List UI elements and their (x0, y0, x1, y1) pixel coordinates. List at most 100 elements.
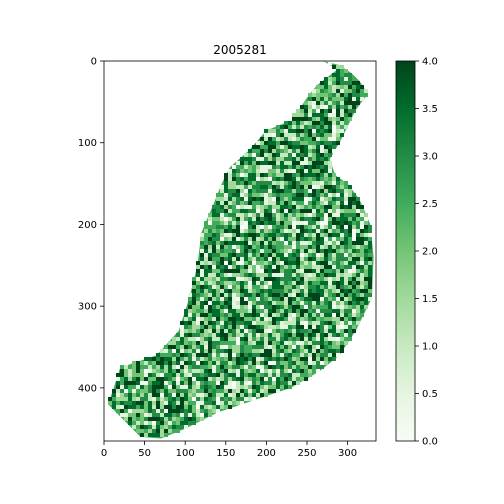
heatmap-cell (356, 265, 360, 269)
heatmap-cell (168, 353, 172, 357)
heatmap-cell (240, 197, 244, 201)
heatmap-cell (252, 201, 256, 205)
heatmap-cell (144, 369, 148, 373)
heatmap-cell (144, 405, 148, 409)
heatmap-cell (288, 285, 292, 289)
heatmap-cell (232, 169, 236, 173)
heatmap-cell (352, 217, 356, 221)
heatmap-cell (244, 277, 248, 281)
heatmap-cell (248, 189, 252, 193)
heatmap-cell (332, 93, 336, 97)
heatmap-cell (204, 273, 208, 277)
heatmap-cell (292, 305, 296, 309)
heatmap-cell (344, 309, 348, 313)
heatmap-cell (112, 389, 116, 393)
heatmap-cell (292, 313, 296, 317)
heatmap-cell (316, 113, 320, 117)
heatmap-cell (344, 217, 348, 221)
heatmap-cell (292, 141, 296, 145)
heatmap-cell (288, 205, 292, 209)
heatmap-cell (164, 377, 168, 381)
heatmap-cell (252, 153, 256, 157)
heatmap-cell (236, 177, 240, 181)
heatmap-cell (328, 145, 332, 149)
heatmap-cell (268, 337, 272, 341)
heatmap-cell (220, 253, 224, 257)
heatmap-cell (332, 269, 336, 273)
heatmap-cell (300, 317, 304, 321)
heatmap-cell (296, 205, 300, 209)
heatmap-cell (248, 157, 252, 161)
heatmap-cell (272, 209, 276, 213)
heatmap-cell (316, 245, 320, 249)
heatmap-cell (344, 337, 348, 341)
heatmap-cell (196, 413, 200, 417)
heatmap-cell (140, 433, 144, 437)
heatmap-cell (196, 361, 200, 365)
heatmap-cell (332, 145, 336, 149)
heatmap-cell (264, 217, 268, 221)
heatmap-cell (284, 385, 288, 389)
heatmap-cell (252, 205, 256, 209)
heatmap-cell (128, 389, 132, 393)
heatmap-cell (188, 389, 192, 393)
heatmap-cell (288, 149, 292, 153)
heatmap-cell (132, 409, 136, 413)
heatmap-cell (272, 221, 276, 225)
heatmap-cell (208, 281, 212, 285)
heatmap-cell (352, 309, 356, 313)
heatmap-cell (300, 153, 304, 157)
heatmap-cell (288, 217, 292, 221)
heatmap-cell (220, 257, 224, 261)
heatmap-cell (316, 117, 320, 121)
heatmap-cell (228, 169, 232, 173)
heatmap-cell (356, 241, 360, 245)
heatmap-cell (284, 233, 288, 237)
heatmap-cell (356, 101, 360, 105)
heatmap-cell (312, 285, 316, 289)
heatmap-cell (288, 173, 292, 177)
heatmap-cell (232, 393, 236, 397)
heatmap-cell (268, 317, 272, 321)
heatmap-cell (368, 269, 372, 273)
heatmap-cell (244, 285, 248, 289)
heatmap-cell (244, 257, 248, 261)
heatmap-cell (360, 221, 364, 225)
heatmap-cell (176, 381, 180, 385)
heatmap-cell (216, 297, 220, 301)
heatmap-cell (180, 405, 184, 409)
heatmap-cell (236, 197, 240, 201)
heatmap-cell (316, 301, 320, 305)
heatmap-cell (248, 169, 252, 173)
heatmap-cell (172, 353, 176, 357)
heatmap-cell (208, 353, 212, 357)
heatmap-cell (244, 241, 248, 245)
heatmap-cell (240, 293, 244, 297)
heatmap-cell (340, 121, 344, 125)
heatmap-cell (308, 229, 312, 233)
heatmap-cell (256, 161, 260, 165)
heatmap-cell (340, 321, 344, 325)
heatmap-cell (308, 233, 312, 237)
heatmap-cell (300, 209, 304, 213)
heatmap-cell (232, 397, 236, 401)
heatmap-cell (264, 177, 268, 181)
heatmap-cell (288, 305, 292, 309)
heatmap-cell (296, 185, 300, 189)
heatmap-cell (208, 389, 212, 393)
heatmap-cell (324, 353, 328, 357)
heatmap-cell (184, 409, 188, 413)
heatmap-cell (228, 361, 232, 365)
heatmap-cell (280, 213, 284, 217)
heatmap-cell (288, 209, 292, 213)
heatmap-cell (196, 285, 200, 289)
heatmap-cell (268, 169, 272, 173)
heatmap-cell (288, 225, 292, 229)
heatmap-cell (216, 333, 220, 337)
heatmap-cell (308, 241, 312, 245)
heatmap-cell (340, 285, 344, 289)
heatmap-cell (256, 257, 260, 261)
heatmap-cell (244, 369, 248, 373)
heatmap-cell (116, 389, 120, 393)
heatmap-cell (148, 381, 152, 385)
